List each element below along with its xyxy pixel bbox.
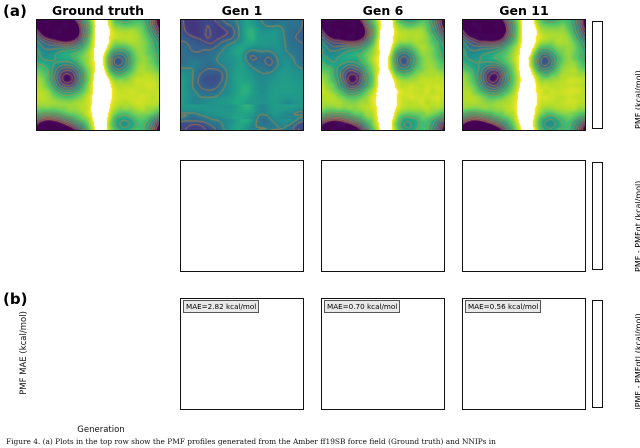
line-chart-pmf-mae xyxy=(40,302,162,408)
heatmap-pmf-gen-11 xyxy=(462,19,586,131)
heatmap-pmf-ground-truth xyxy=(36,19,160,131)
column-title-ground-truth: Ground truth xyxy=(51,3,145,18)
column-title-gen-1: Gen 1 xyxy=(221,3,263,18)
column-title-gen-6: Gen 6 xyxy=(362,3,404,18)
heatmap-absdiff-gen-1 xyxy=(180,298,304,410)
mae-annotation-gen-1: MAE=2.82 kcal/mol xyxy=(183,300,260,313)
colorbar-pmf-diff xyxy=(592,162,603,270)
line-chart-y-label: PMF MAE (kcal/mol) xyxy=(19,311,29,395)
colorbar-pmf xyxy=(592,21,603,129)
mae-annotation-gen-6: MAE=0.70 kcal/mol xyxy=(324,300,401,313)
panel-a-label: (a) xyxy=(3,2,27,20)
colorbar-pmf-title: PMF (kcal/mol) xyxy=(634,70,640,129)
mae-annotation-gen-11: MAE=0.56 kcal/mol xyxy=(465,300,542,313)
colorbar-pmf-diff-title: PMF - PMFgt (kcal/mol) xyxy=(634,180,640,272)
heatmap-pmf-gen-6 xyxy=(321,19,445,131)
heatmap-pmf-gen-1 xyxy=(180,19,304,131)
panel-b-label: (b) xyxy=(3,290,28,308)
colorbar-pmf-absdiff xyxy=(592,300,603,408)
heatmap-diff-gen-6 xyxy=(321,160,445,272)
heatmap-diff-gen-11 xyxy=(462,160,586,272)
heatmap-absdiff-gen-11 xyxy=(462,298,586,410)
heatmap-absdiff-gen-6 xyxy=(321,298,445,410)
line-chart-x-label: Generation xyxy=(77,425,125,435)
figure-caption: Figure 4. (a) Plots in the top row show … xyxy=(6,437,496,446)
column-title-gen-11: Gen 11 xyxy=(499,3,549,18)
colorbar-pmf-absdiff-title: |PMF - PMFgt| (kcal/mol) xyxy=(634,313,640,410)
heatmap-diff-gen-1 xyxy=(180,160,304,272)
